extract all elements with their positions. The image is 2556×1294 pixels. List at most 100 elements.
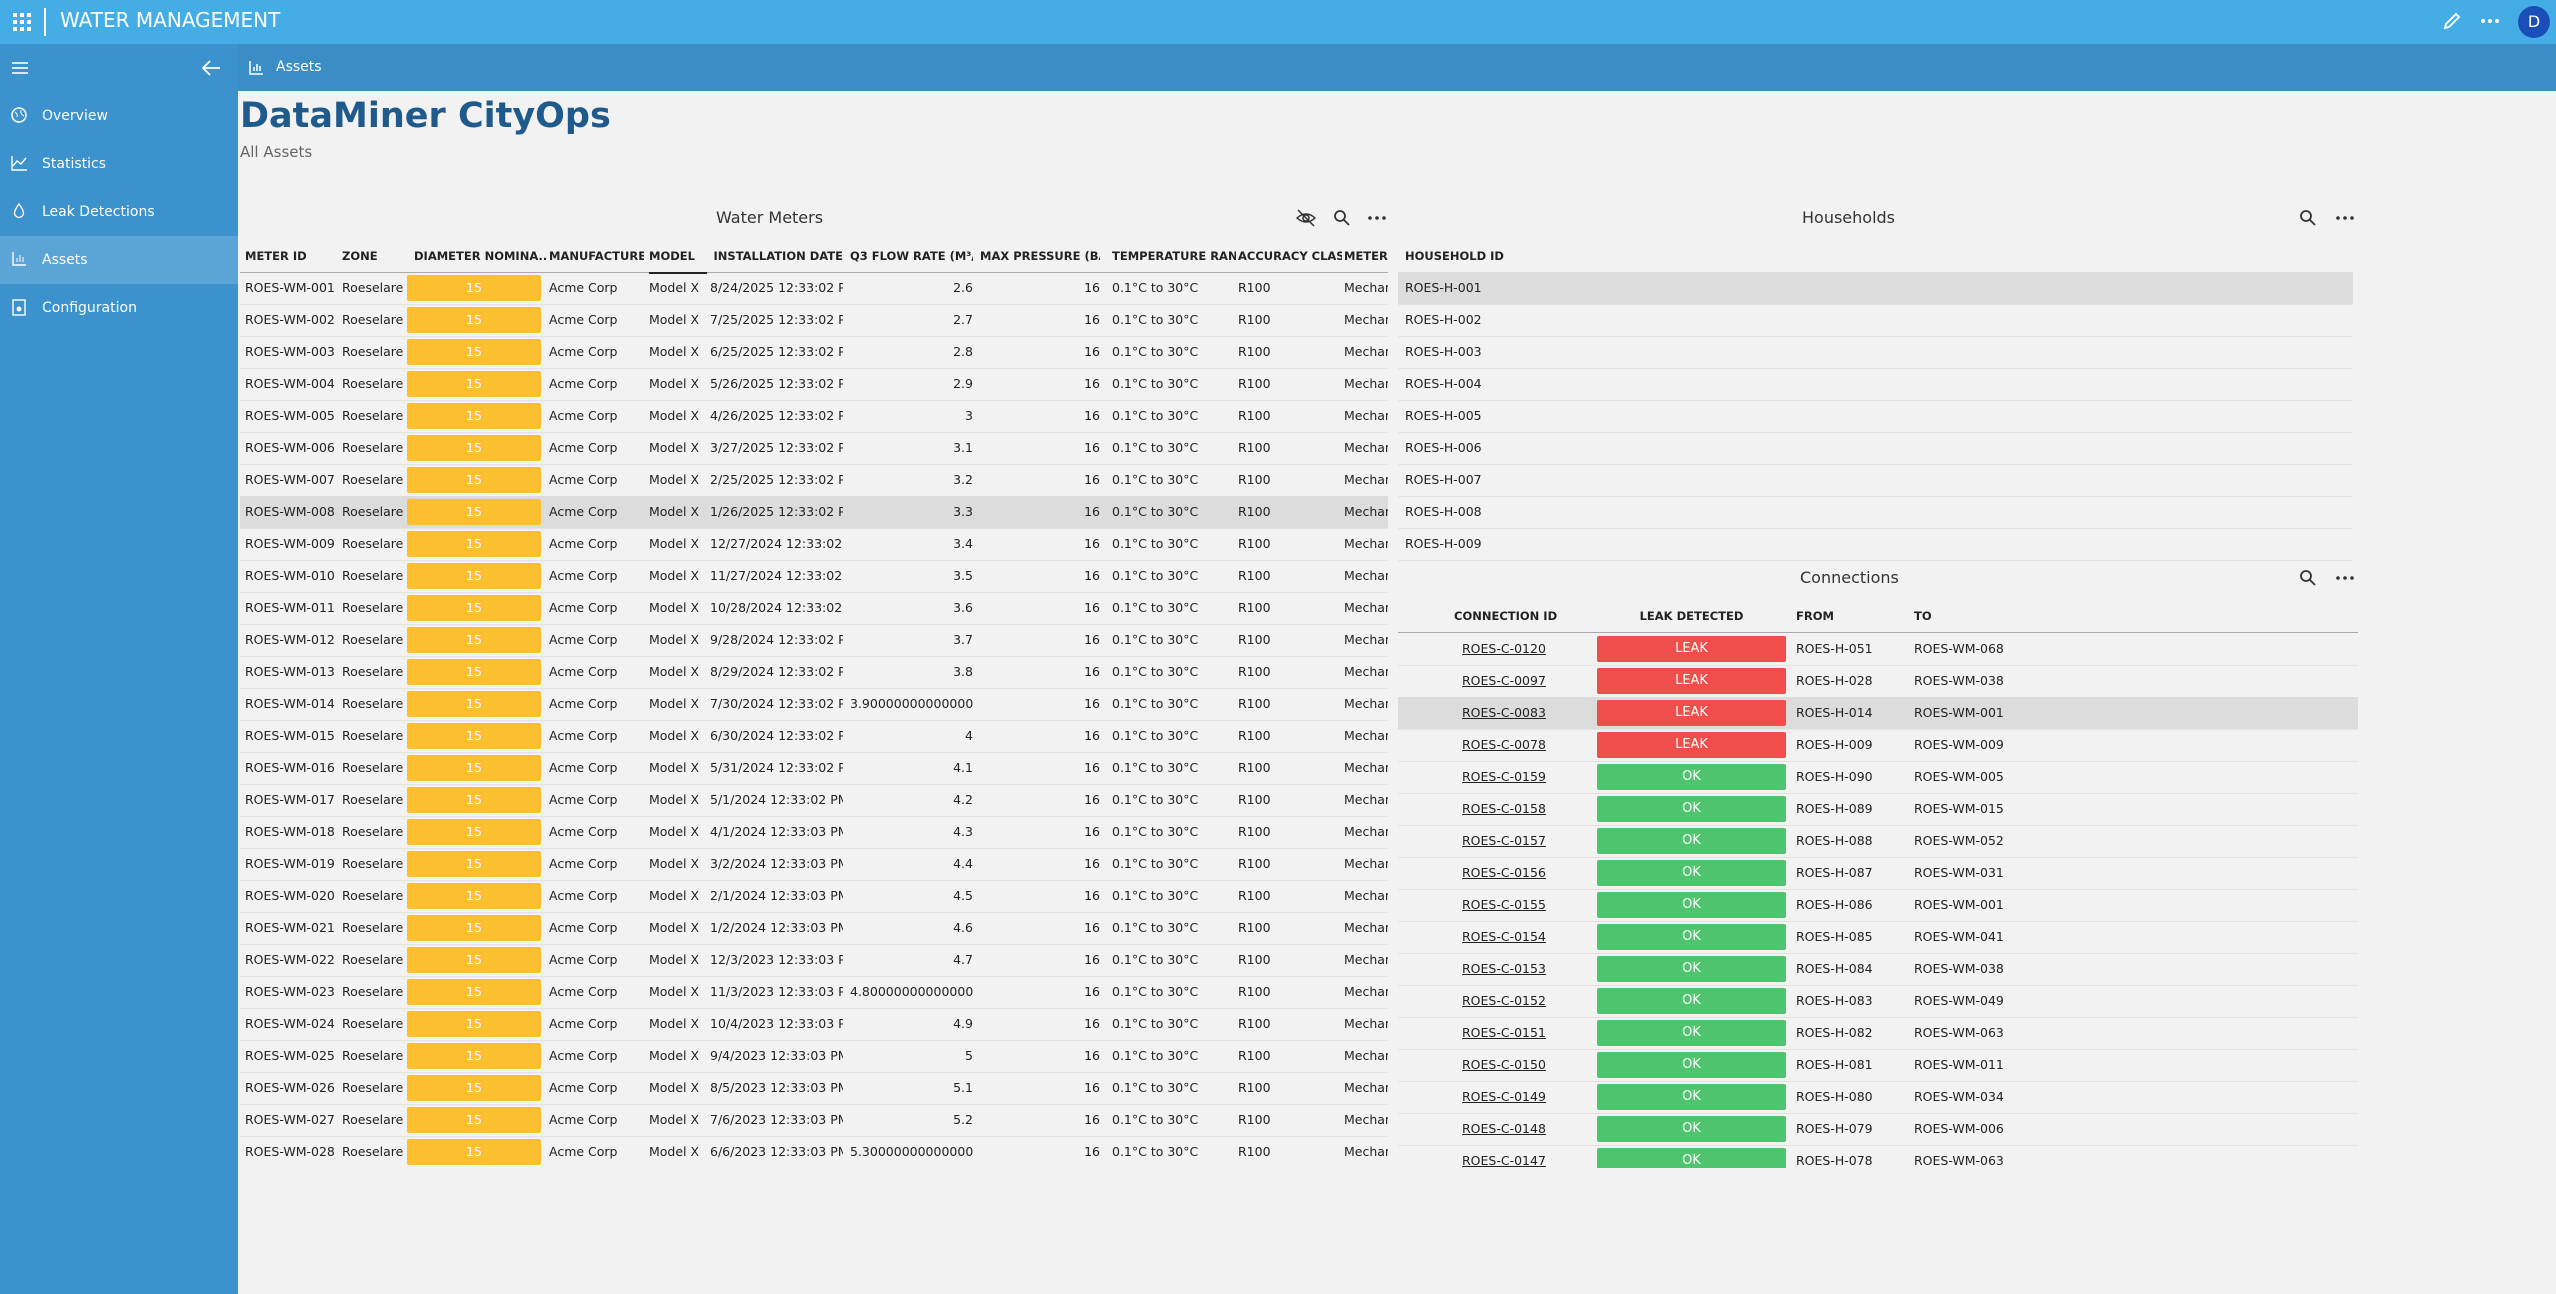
column-header[interactable]: ZONE xyxy=(342,240,412,272)
column-header[interactable]: CONNECTION ID xyxy=(1454,600,1584,632)
model: Model X xyxy=(649,944,707,976)
panel-title: Water Meters xyxy=(716,208,823,227)
meter-type: Mechanical xyxy=(1344,880,1388,912)
connection-id[interactable]: ROES-C-0154 xyxy=(1462,921,1592,953)
nav-label[interactable]: Leak Detections xyxy=(42,188,155,236)
connection-id[interactable]: ROES-C-0120 xyxy=(1462,633,1592,665)
connection-id[interactable]: ROES-C-0151 xyxy=(1462,1017,1592,1049)
apps-icon[interactable] xyxy=(12,12,32,32)
column-header[interactable]: FROM xyxy=(1796,600,1906,632)
model: Model X xyxy=(649,304,707,336)
zone: Roeselare xyxy=(342,592,412,624)
installation-date: 1/2/2024 12:33:03 PM xyxy=(710,912,843,944)
more-icon[interactable] xyxy=(2478,11,2502,31)
leak-detected: OK xyxy=(1597,796,1786,822)
max-pressure: 16 xyxy=(980,464,1100,496)
connection-id[interactable]: ROES-C-0147 xyxy=(1462,1145,1592,1168)
column-header[interactable]: ACCURACY CLASS xyxy=(1238,240,1342,272)
zone: Roeselare xyxy=(342,976,412,1008)
connection-id[interactable]: ROES-C-0083 xyxy=(1462,697,1592,729)
temperature-range: 0.1°C to 30°C xyxy=(1112,400,1236,432)
household-id: ROES-H-008 xyxy=(1405,496,1605,528)
diameter: 15 xyxy=(407,883,541,909)
nav-item[interactable]: Configuration xyxy=(0,284,238,332)
breadcrumb[interactable]: Assets xyxy=(276,59,322,75)
max-pressure: 16 xyxy=(980,912,1100,944)
nav-item[interactable]: Leak Detections xyxy=(0,188,238,236)
more-icon[interactable] xyxy=(2334,208,2356,228)
manufacturer: Acme Corp xyxy=(549,1104,644,1136)
meter-id: ROES-WM-025 xyxy=(245,1040,337,1072)
connection-id[interactable]: ROES-C-0152 xyxy=(1462,985,1592,1017)
meter-type: Mechanical xyxy=(1344,848,1388,880)
temperature-range: 0.1°C to 30°C xyxy=(1112,784,1236,816)
from: ROES-H-084 xyxy=(1796,953,1906,985)
connection-id[interactable]: ROES-C-0148 xyxy=(1462,1113,1592,1145)
column-header[interactable]: INSTALLATION DATE xyxy=(710,240,843,272)
zone: Roeselare xyxy=(342,304,412,336)
column-header[interactable]: METER TYPE xyxy=(1344,240,1388,272)
nav-item[interactable]: Statistics xyxy=(0,140,238,188)
nav-icon xyxy=(11,107,29,125)
max-pressure: 16 xyxy=(980,880,1100,912)
max-pressure: 16 xyxy=(980,368,1100,400)
column-header[interactable]: DIAMETER NOMINA... xyxy=(414,240,548,272)
nav-label[interactable]: Assets xyxy=(42,236,88,284)
nav-item[interactable]: Overview xyxy=(0,92,238,140)
column-header[interactable]: MAX PRESSURE (BAR) xyxy=(980,240,1100,272)
nav-label[interactable]: Configuration xyxy=(42,284,137,332)
column-header[interactable]: TEMPERATURE RANGE xyxy=(1112,240,1236,272)
meter-id: ROES-WM-022 xyxy=(245,944,337,976)
avatar[interactable]: D xyxy=(2518,6,2550,38)
model: Model X xyxy=(649,432,707,464)
meter-type: Mechanical xyxy=(1344,912,1388,944)
model: Model X xyxy=(649,720,707,752)
hide-icon[interactable] xyxy=(1295,208,1317,228)
breadcrumb-icon xyxy=(248,60,264,76)
connection-id[interactable]: ROES-C-0097 xyxy=(1462,665,1592,697)
connection-id[interactable]: ROES-C-0156 xyxy=(1462,857,1592,889)
accuracy-class: R100 xyxy=(1238,368,1342,400)
search-icon[interactable] xyxy=(2298,208,2318,228)
diameter: 15 xyxy=(407,979,541,1005)
q3-flow-rate: 3.2 xyxy=(850,464,973,496)
meter-type: Mechanical xyxy=(1344,1072,1388,1104)
from: ROES-H-080 xyxy=(1796,1081,1906,1113)
column-header[interactable]: Q3 FLOW RATE (M³/H) xyxy=(850,240,973,272)
nav-icon xyxy=(11,299,29,317)
nav-label[interactable]: Overview xyxy=(42,92,108,140)
diameter: 15 xyxy=(407,595,541,621)
nav-item[interactable]: Assets xyxy=(0,236,238,284)
search-icon[interactable] xyxy=(1332,208,1352,228)
menu-icon[interactable] xyxy=(10,60,30,76)
more-icon[interactable] xyxy=(1366,208,1388,228)
from: ROES-H-028 xyxy=(1796,665,1906,697)
connection-id[interactable]: ROES-C-0153 xyxy=(1462,953,1592,985)
column-header[interactable]: HOUSEHOLD ID xyxy=(1405,240,1605,272)
search-icon[interactable] xyxy=(2298,568,2318,588)
column-header[interactable]: MODEL xyxy=(649,240,707,274)
column-header[interactable]: TO xyxy=(1914,600,2044,632)
manufacturer: Acme Corp xyxy=(549,464,644,496)
connection-id[interactable]: ROES-C-0078 xyxy=(1462,729,1592,761)
collapse-icon[interactable] xyxy=(200,58,222,78)
more-icon[interactable] xyxy=(2334,568,2356,588)
temperature-range: 0.1°C to 30°C xyxy=(1112,880,1236,912)
leak-detected: LEAK xyxy=(1597,732,1786,758)
connection-id[interactable]: ROES-C-0155 xyxy=(1462,889,1592,921)
column-header[interactable]: LEAK DETECTED xyxy=(1597,600,1786,632)
column-header[interactable]: METER ID xyxy=(245,240,337,272)
meter-id: ROES-WM-028 xyxy=(245,1136,337,1168)
max-pressure: 16 xyxy=(980,1072,1100,1104)
column-header[interactable]: MANUFACTURER xyxy=(549,240,644,272)
nav-label[interactable]: Statistics xyxy=(42,140,106,188)
edit-icon[interactable] xyxy=(2442,11,2462,31)
diameter: 15 xyxy=(407,723,541,749)
meter-id: ROES-WM-015 xyxy=(245,720,337,752)
connection-id[interactable]: ROES-C-0159 xyxy=(1462,761,1592,793)
meter-id: ROES-WM-001 xyxy=(245,272,337,304)
connection-id[interactable]: ROES-C-0150 xyxy=(1462,1049,1592,1081)
connection-id[interactable]: ROES-C-0158 xyxy=(1462,793,1592,825)
connection-id[interactable]: ROES-C-0157 xyxy=(1462,825,1592,857)
connection-id[interactable]: ROES-C-0149 xyxy=(1462,1081,1592,1113)
